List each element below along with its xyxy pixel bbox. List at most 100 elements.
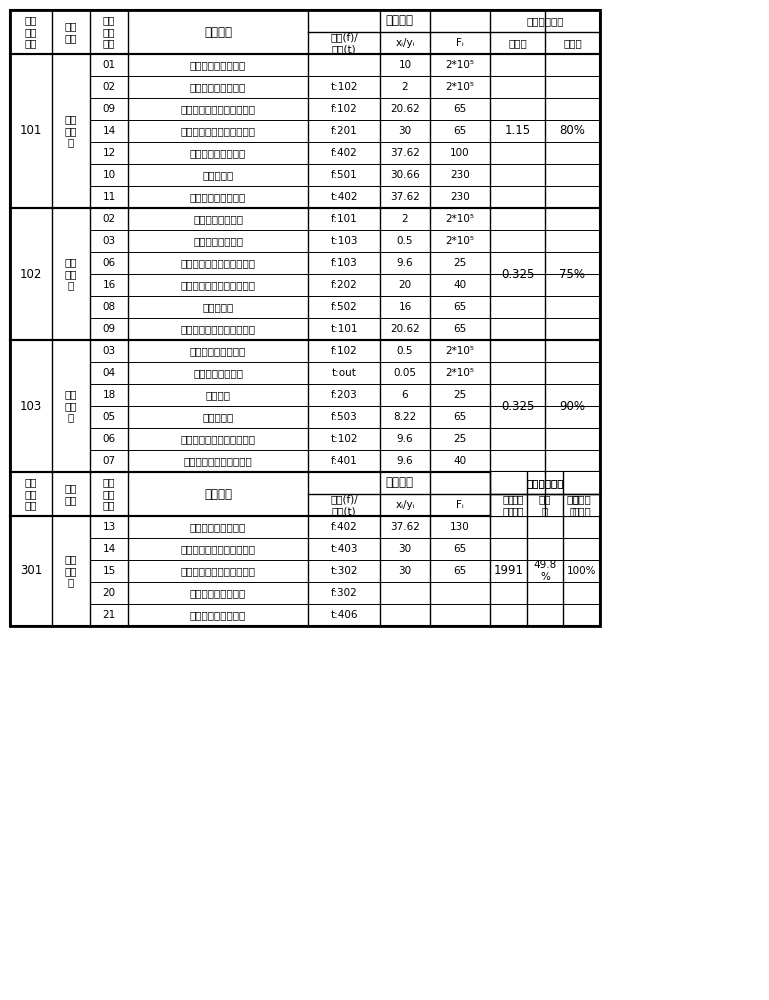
Text: 09: 09 bbox=[102, 104, 115, 114]
Text: 出三级吸收器烟气: 出三级吸收器烟气 bbox=[193, 368, 243, 378]
Bar bbox=[490, 472, 600, 516]
Text: 出二级吸收器的烟气: 出二级吸收器的烟气 bbox=[190, 346, 246, 356]
Text: 103: 103 bbox=[20, 399, 42, 412]
Text: 06: 06 bbox=[102, 258, 115, 268]
Text: 37.62: 37.62 bbox=[390, 522, 420, 532]
Text: f:103: f:103 bbox=[331, 258, 358, 268]
Bar bbox=[10, 10, 600, 54]
Text: 30: 30 bbox=[398, 126, 411, 136]
Text: 06: 06 bbox=[102, 434, 115, 444]
Text: 1.15: 1.15 bbox=[504, 124, 531, 137]
Text: 65: 65 bbox=[454, 324, 467, 334]
Text: 14: 14 bbox=[102, 544, 115, 554]
Text: 入一级吸收器的第２级富液: 入一级吸收器的第２级富液 bbox=[181, 324, 255, 334]
Text: 0.325: 0.325 bbox=[501, 267, 534, 280]
Text: 介质名称: 介质名称 bbox=[204, 488, 232, 500]
Text: 入二级解析器的第１级贫液: 入二级解析器的第１级贫液 bbox=[181, 566, 255, 576]
Bar bbox=[10, 516, 600, 626]
Text: 介质
代码
编号: 介质 代码 编号 bbox=[103, 477, 115, 511]
Text: t:101: t:101 bbox=[330, 324, 358, 334]
Text: 102: 102 bbox=[20, 267, 42, 280]
Text: 部分工艺参数: 部分工艺参数 bbox=[526, 16, 564, 26]
Text: 21: 21 bbox=[102, 610, 115, 620]
Text: 75%: 75% bbox=[560, 267, 585, 280]
Text: 07: 07 bbox=[102, 456, 115, 466]
Text: 230: 230 bbox=[450, 170, 470, 180]
Text: 02: 02 bbox=[102, 82, 115, 92]
Text: f:101: f:101 bbox=[331, 214, 358, 224]
Text: 出一级吸收器的富液: 出一级吸收器的富液 bbox=[190, 192, 246, 202]
Text: 出三级吸收器第３级富液: 出三级吸收器第３级富液 bbox=[184, 456, 252, 466]
Text: f:402: f:402 bbox=[331, 522, 358, 532]
Text: f:502: f:502 bbox=[331, 302, 358, 312]
Text: 液气比: 液气比 bbox=[508, 38, 527, 48]
Text: 9.6: 9.6 bbox=[397, 258, 413, 268]
Text: 0.325: 0.325 bbox=[501, 399, 534, 412]
Text: t:102: t:102 bbox=[330, 82, 358, 92]
Text: 30: 30 bbox=[398, 544, 411, 554]
Text: 6: 6 bbox=[401, 390, 408, 400]
Text: f:302: f:302 bbox=[331, 588, 358, 598]
Text: t:406: t:406 bbox=[330, 610, 358, 620]
Text: 入一级吸收器的第２级富液: 入一级吸收器的第２级富液 bbox=[181, 104, 255, 114]
Text: 65: 65 bbox=[454, 126, 467, 136]
Text: 101: 101 bbox=[20, 124, 42, 137]
Text: 2: 2 bbox=[401, 82, 408, 92]
Text: 一级吸收剂: 一级吸收剂 bbox=[202, 170, 234, 180]
Text: 二级吸收剂: 二级吸收剂 bbox=[202, 302, 234, 312]
Text: 40: 40 bbox=[454, 280, 467, 290]
Text: 65: 65 bbox=[454, 544, 467, 554]
Text: 13: 13 bbox=[102, 522, 115, 532]
Text: 40: 40 bbox=[454, 456, 467, 466]
Text: 25: 25 bbox=[454, 434, 467, 444]
Text: 30: 30 bbox=[398, 566, 411, 576]
Text: 设备
名称: 设备 名称 bbox=[65, 21, 77, 43]
Text: 部分工艺参数: 部分工艺参数 bbox=[526, 478, 564, 488]
Text: 20: 20 bbox=[398, 280, 411, 290]
Text: 08: 08 bbox=[102, 302, 115, 312]
Text: 100: 100 bbox=[450, 148, 470, 158]
Text: 03: 03 bbox=[102, 346, 115, 356]
Text: 2*10⁵: 2*10⁵ bbox=[445, 346, 474, 356]
Text: 65: 65 bbox=[454, 412, 467, 422]
Bar bbox=[10, 472, 600, 516]
Text: 入一级吸收器的富液: 入一级吸收器的富液 bbox=[190, 148, 246, 158]
Text: 2*10⁵: 2*10⁵ bbox=[445, 214, 474, 224]
Text: 10: 10 bbox=[398, 60, 411, 70]
Text: Fᵢ: Fᵢ bbox=[456, 500, 464, 510]
Text: xᵢ/yᵢ: xᵢ/yᵢ bbox=[395, 38, 414, 48]
Text: 出二级解析器的酸汽: 出二级解析器的酸汽 bbox=[190, 588, 246, 598]
Text: 出二级吸收器烟气: 出二级吸收器烟气 bbox=[193, 236, 243, 246]
Text: 入一级吸收器的烟气: 入一级吸收器的烟气 bbox=[190, 60, 246, 70]
Text: 部分工艺参数: 部分工艺参数 bbox=[526, 478, 564, 488]
Text: 9.6: 9.6 bbox=[397, 434, 413, 444]
Text: f:402: f:402 bbox=[331, 148, 358, 158]
Text: 20.62: 20.62 bbox=[390, 104, 420, 114]
Text: 1991: 1991 bbox=[494, 564, 524, 578]
Text: t:402: t:402 bbox=[330, 192, 358, 202]
Text: 49.8
%: 49.8 % bbox=[534, 560, 557, 582]
Text: 90%: 90% bbox=[560, 399, 585, 412]
Text: 末级贫液: 末级贫液 bbox=[205, 390, 231, 400]
Text: 入一级吸收器的第１级贫液: 入一级吸收器的第１级贫液 bbox=[181, 126, 255, 136]
Text: 出一级吸收器烟气: 出一级吸收器烟气 bbox=[193, 214, 243, 224]
Text: 25: 25 bbox=[454, 390, 467, 400]
Text: t:102: t:102 bbox=[330, 434, 358, 444]
Text: 16: 16 bbox=[398, 302, 411, 312]
Text: 01: 01 bbox=[102, 60, 115, 70]
Text: 18: 18 bbox=[102, 390, 115, 400]
Text: 送往解析单元的富液: 送往解析单元的富液 bbox=[190, 522, 246, 532]
Text: 0.05: 0.05 bbox=[394, 368, 417, 378]
Text: 入二级吸收器的第３级富液: 入二级吸收器的第３级富液 bbox=[181, 434, 255, 444]
Text: 解析
率: 解析 率 bbox=[566, 494, 579, 516]
Text: 一级
解析
器: 一级 解析 器 bbox=[65, 554, 77, 588]
Text: t:103: t:103 bbox=[330, 236, 358, 246]
Text: 入二级吸收器的第２级贫液: 入二级吸收器的第２级贫液 bbox=[181, 280, 255, 290]
Text: 入二级吸收器的第３级富液: 入二级吸收器的第３级富液 bbox=[181, 258, 255, 268]
Text: 30.66: 30.66 bbox=[390, 170, 420, 180]
Text: 介质特性: 介质特性 bbox=[385, 14, 413, 27]
Text: 301: 301 bbox=[20, 564, 42, 578]
Text: f:102: f:102 bbox=[331, 346, 358, 356]
Text: 130: 130 bbox=[450, 522, 470, 532]
Text: 来自(f)/
去往(t): 来自(f)/ 去往(t) bbox=[330, 32, 358, 54]
